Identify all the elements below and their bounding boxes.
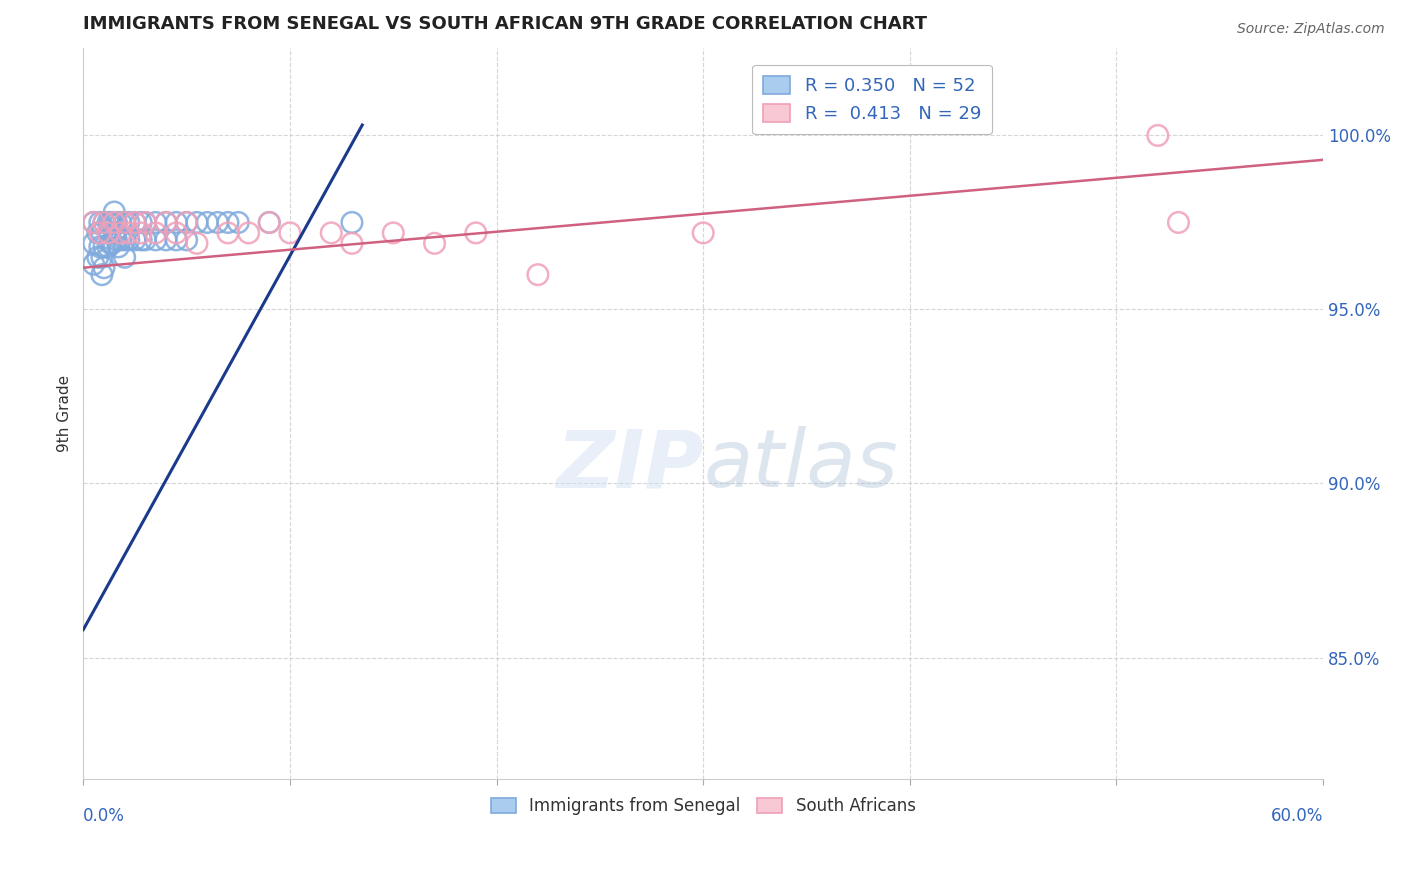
Point — [101, 215, 124, 229]
Point — [134, 215, 156, 229]
Point — [124, 233, 146, 247]
Point — [145, 215, 167, 229]
Point — [93, 260, 115, 275]
Point — [186, 236, 208, 251]
Point — [87, 226, 110, 240]
Text: Source: ZipAtlas.com: Source: ZipAtlas.com — [1237, 22, 1385, 37]
Point — [129, 226, 152, 240]
Point — [527, 268, 550, 282]
Point — [155, 233, 177, 247]
Point — [118, 215, 141, 229]
Point — [110, 226, 132, 240]
Point — [124, 215, 146, 229]
Point — [97, 215, 120, 229]
Point — [98, 236, 121, 251]
Point — [259, 215, 281, 229]
Point — [93, 215, 115, 229]
Point — [340, 236, 363, 251]
Text: ZIP: ZIP — [555, 426, 703, 504]
Point — [90, 250, 112, 264]
Point — [129, 233, 152, 247]
Y-axis label: 9th Grade: 9th Grade — [58, 376, 72, 452]
Point — [87, 250, 110, 264]
Point — [145, 226, 167, 240]
Text: 60.0%: 60.0% — [1271, 807, 1323, 825]
Point — [692, 226, 714, 240]
Point — [90, 226, 112, 240]
Point — [83, 257, 105, 271]
Point — [186, 215, 208, 229]
Point — [165, 215, 187, 229]
Point — [93, 240, 115, 254]
Point — [118, 233, 141, 247]
Point — [145, 233, 167, 247]
Point — [114, 215, 136, 229]
Point — [83, 236, 105, 251]
Point — [321, 226, 343, 240]
Point — [89, 226, 111, 240]
Point — [103, 226, 125, 240]
Point — [110, 215, 132, 229]
Point — [340, 215, 363, 229]
Point — [107, 240, 129, 254]
Point — [93, 215, 115, 229]
Point — [217, 215, 239, 229]
Point — [103, 215, 125, 229]
Point — [105, 215, 128, 229]
Point — [110, 233, 132, 247]
Point — [1167, 215, 1189, 229]
Point — [207, 215, 229, 229]
Point — [90, 268, 112, 282]
Point — [278, 226, 301, 240]
Point — [165, 226, 187, 240]
Point — [176, 233, 198, 247]
Point — [423, 236, 446, 251]
Point — [382, 226, 405, 240]
Point — [226, 215, 249, 229]
Point — [124, 215, 146, 229]
Point — [114, 250, 136, 264]
Point — [114, 215, 136, 229]
Point — [176, 215, 198, 229]
Point — [134, 215, 156, 229]
Point — [238, 226, 260, 240]
Text: 0.0%: 0.0% — [83, 807, 125, 825]
Point — [118, 226, 141, 240]
Point — [129, 215, 152, 229]
Point — [165, 233, 187, 247]
Point — [97, 240, 120, 254]
Point — [176, 215, 198, 229]
Point — [101, 236, 124, 251]
Point — [105, 233, 128, 247]
Point — [464, 226, 486, 240]
Point — [83, 215, 105, 229]
Point — [89, 215, 111, 229]
Text: IMMIGRANTS FROM SENEGAL VS SOUTH AFRICAN 9TH GRADE CORRELATION CHART: IMMIGRANTS FROM SENEGAL VS SOUTH AFRICAN… — [83, 15, 928, 33]
Point — [1146, 128, 1168, 143]
Point — [97, 226, 120, 240]
Point — [134, 233, 156, 247]
Text: atlas: atlas — [703, 426, 898, 504]
Point — [89, 240, 111, 254]
Point — [155, 215, 177, 229]
Point — [103, 205, 125, 219]
Legend: Immigrants from Senegal, South Africans: Immigrants from Senegal, South Africans — [484, 791, 922, 822]
Point — [114, 233, 136, 247]
Point — [259, 215, 281, 229]
Point — [155, 215, 177, 229]
Point — [195, 215, 218, 229]
Point — [217, 226, 239, 240]
Point — [98, 215, 121, 229]
Point — [83, 215, 105, 229]
